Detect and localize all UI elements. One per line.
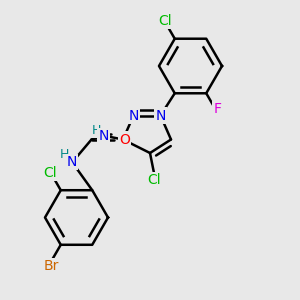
Text: N: N xyxy=(155,109,166,122)
Text: H: H xyxy=(60,148,69,161)
Text: Cl: Cl xyxy=(158,14,172,28)
Text: Br: Br xyxy=(43,259,59,273)
Text: F: F xyxy=(214,103,221,116)
Text: H: H xyxy=(91,124,101,137)
Text: Cl: Cl xyxy=(148,173,161,187)
Text: O: O xyxy=(119,133,130,146)
Text: N: N xyxy=(128,109,139,122)
Text: N: N xyxy=(67,155,77,169)
Text: N: N xyxy=(98,130,109,143)
Text: Cl: Cl xyxy=(44,166,57,180)
